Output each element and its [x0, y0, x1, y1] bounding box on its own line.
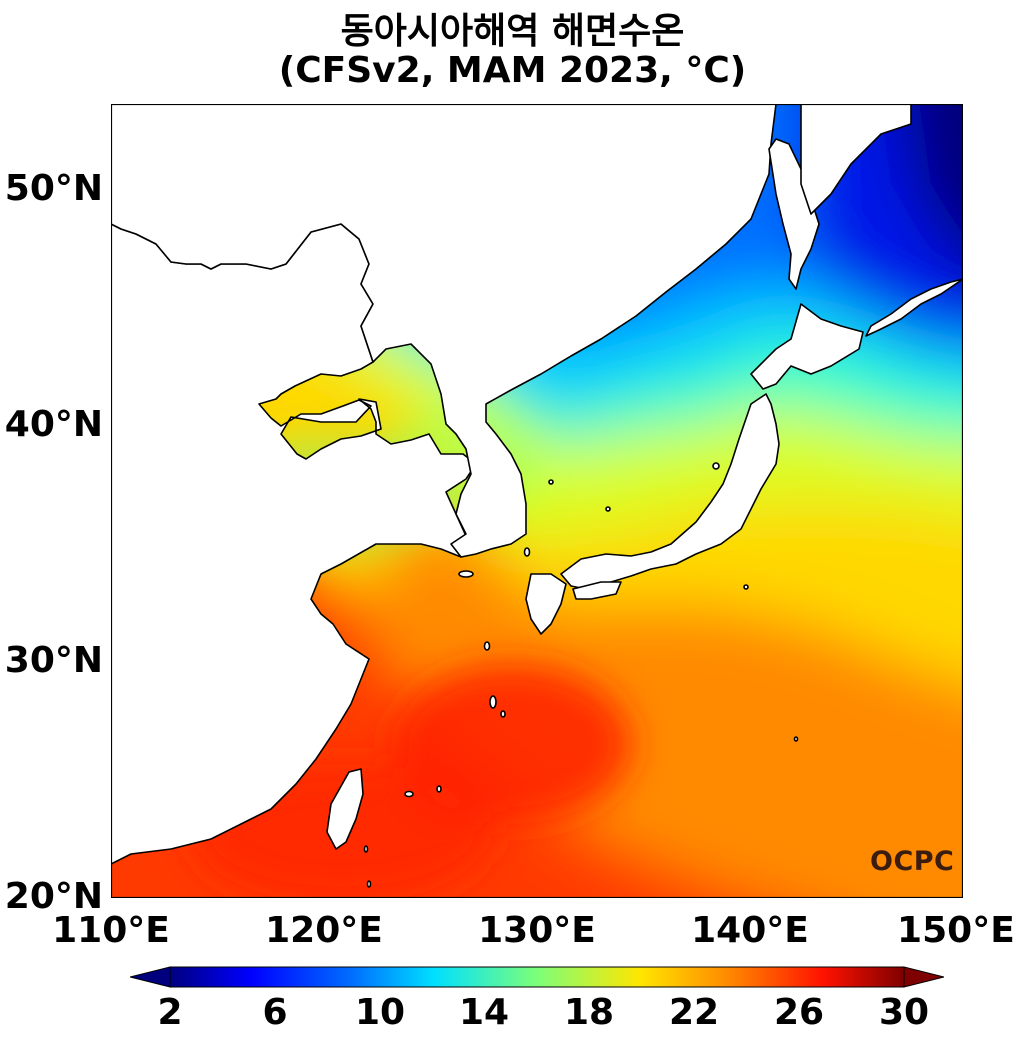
map-frame — [111, 104, 963, 898]
colorbar-gradient — [169, 966, 905, 988]
lon-label-130: 130°E — [478, 910, 596, 951]
sst-map — [111, 104, 963, 898]
lon-label-120: 120°E — [265, 910, 383, 951]
colorbar-tick-14: 14 — [458, 992, 510, 1033]
sst-map-canvas — [111, 104, 963, 898]
map-title: 동아시아해역 해면수온 — [340, 11, 685, 52]
lat-label-20: 20°N — [4, 876, 103, 917]
colorbar-min-extend — [130, 966, 171, 988]
colorbar — [130, 966, 944, 988]
colorbar-max-extend — [903, 966, 944, 988]
colorbar-tick-22: 22 — [668, 992, 720, 1033]
lat-label-30: 30°N — [4, 640, 103, 681]
lon-label-140: 140°E — [691, 910, 809, 951]
colorbar-tick-2: 2 — [157, 992, 183, 1033]
colorbar-tick-10: 10 — [354, 992, 406, 1033]
colorbar-tick-18: 18 — [563, 992, 615, 1033]
colorbar-tick-30: 30 — [878, 992, 930, 1033]
coastlines — [111, 104, 963, 888]
colorbar-tick-26: 26 — [773, 992, 825, 1033]
lat-label-40: 40°N — [4, 404, 103, 445]
ocpc-logo: OCPC — [870, 846, 955, 877]
lon-label-150: 150°E — [897, 910, 1015, 951]
map-subtitle: (CFSv2, MAM 2023, °C) — [278, 50, 747, 91]
lon-label-110: 110°E — [52, 910, 170, 951]
colorbar-tick-6: 6 — [262, 992, 288, 1033]
lat-label-50: 50°N — [4, 168, 103, 209]
